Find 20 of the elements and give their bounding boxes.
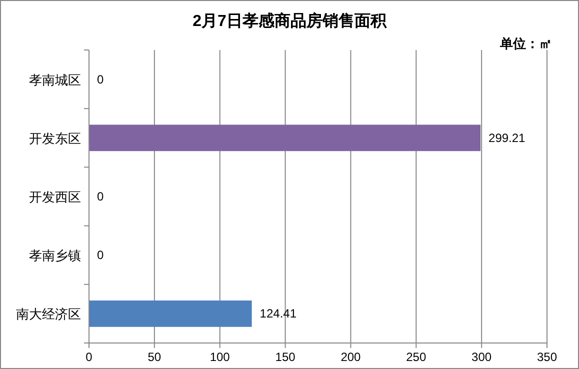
x-tick-label: 350: [536, 350, 558, 364]
x-tick-label: 200: [340, 350, 362, 364]
data-label: 0: [97, 72, 104, 86]
x-tick-label: 100: [210, 350, 230, 364]
x-tick-label: 300: [472, 350, 492, 364]
annotation: 单位：㎡: [499, 36, 552, 51]
y-tick-label: 孝南乡镇: [29, 248, 81, 264]
x-tick-label: 50: [148, 350, 162, 364]
x-tick-label: 150: [275, 350, 296, 364]
data-label: 299.21: [488, 130, 526, 145]
chart-title: 2月7日孝感商品房销售面积: [192, 11, 388, 30]
data-label: 124.41: [260, 306, 297, 321]
y-tick-label: 开发西区: [29, 190, 81, 204]
y-tick-label: 孝南城区: [29, 72, 81, 88]
data-label: 0: [97, 248, 104, 262]
data-label: 0: [97, 190, 104, 204]
y-tick-label: 南大经济区: [16, 306, 81, 322]
x-tick-label: 0: [86, 350, 93, 364]
x-tick-label: 250: [406, 350, 426, 364]
y-tick-label: 开发东区: [29, 130, 81, 146]
